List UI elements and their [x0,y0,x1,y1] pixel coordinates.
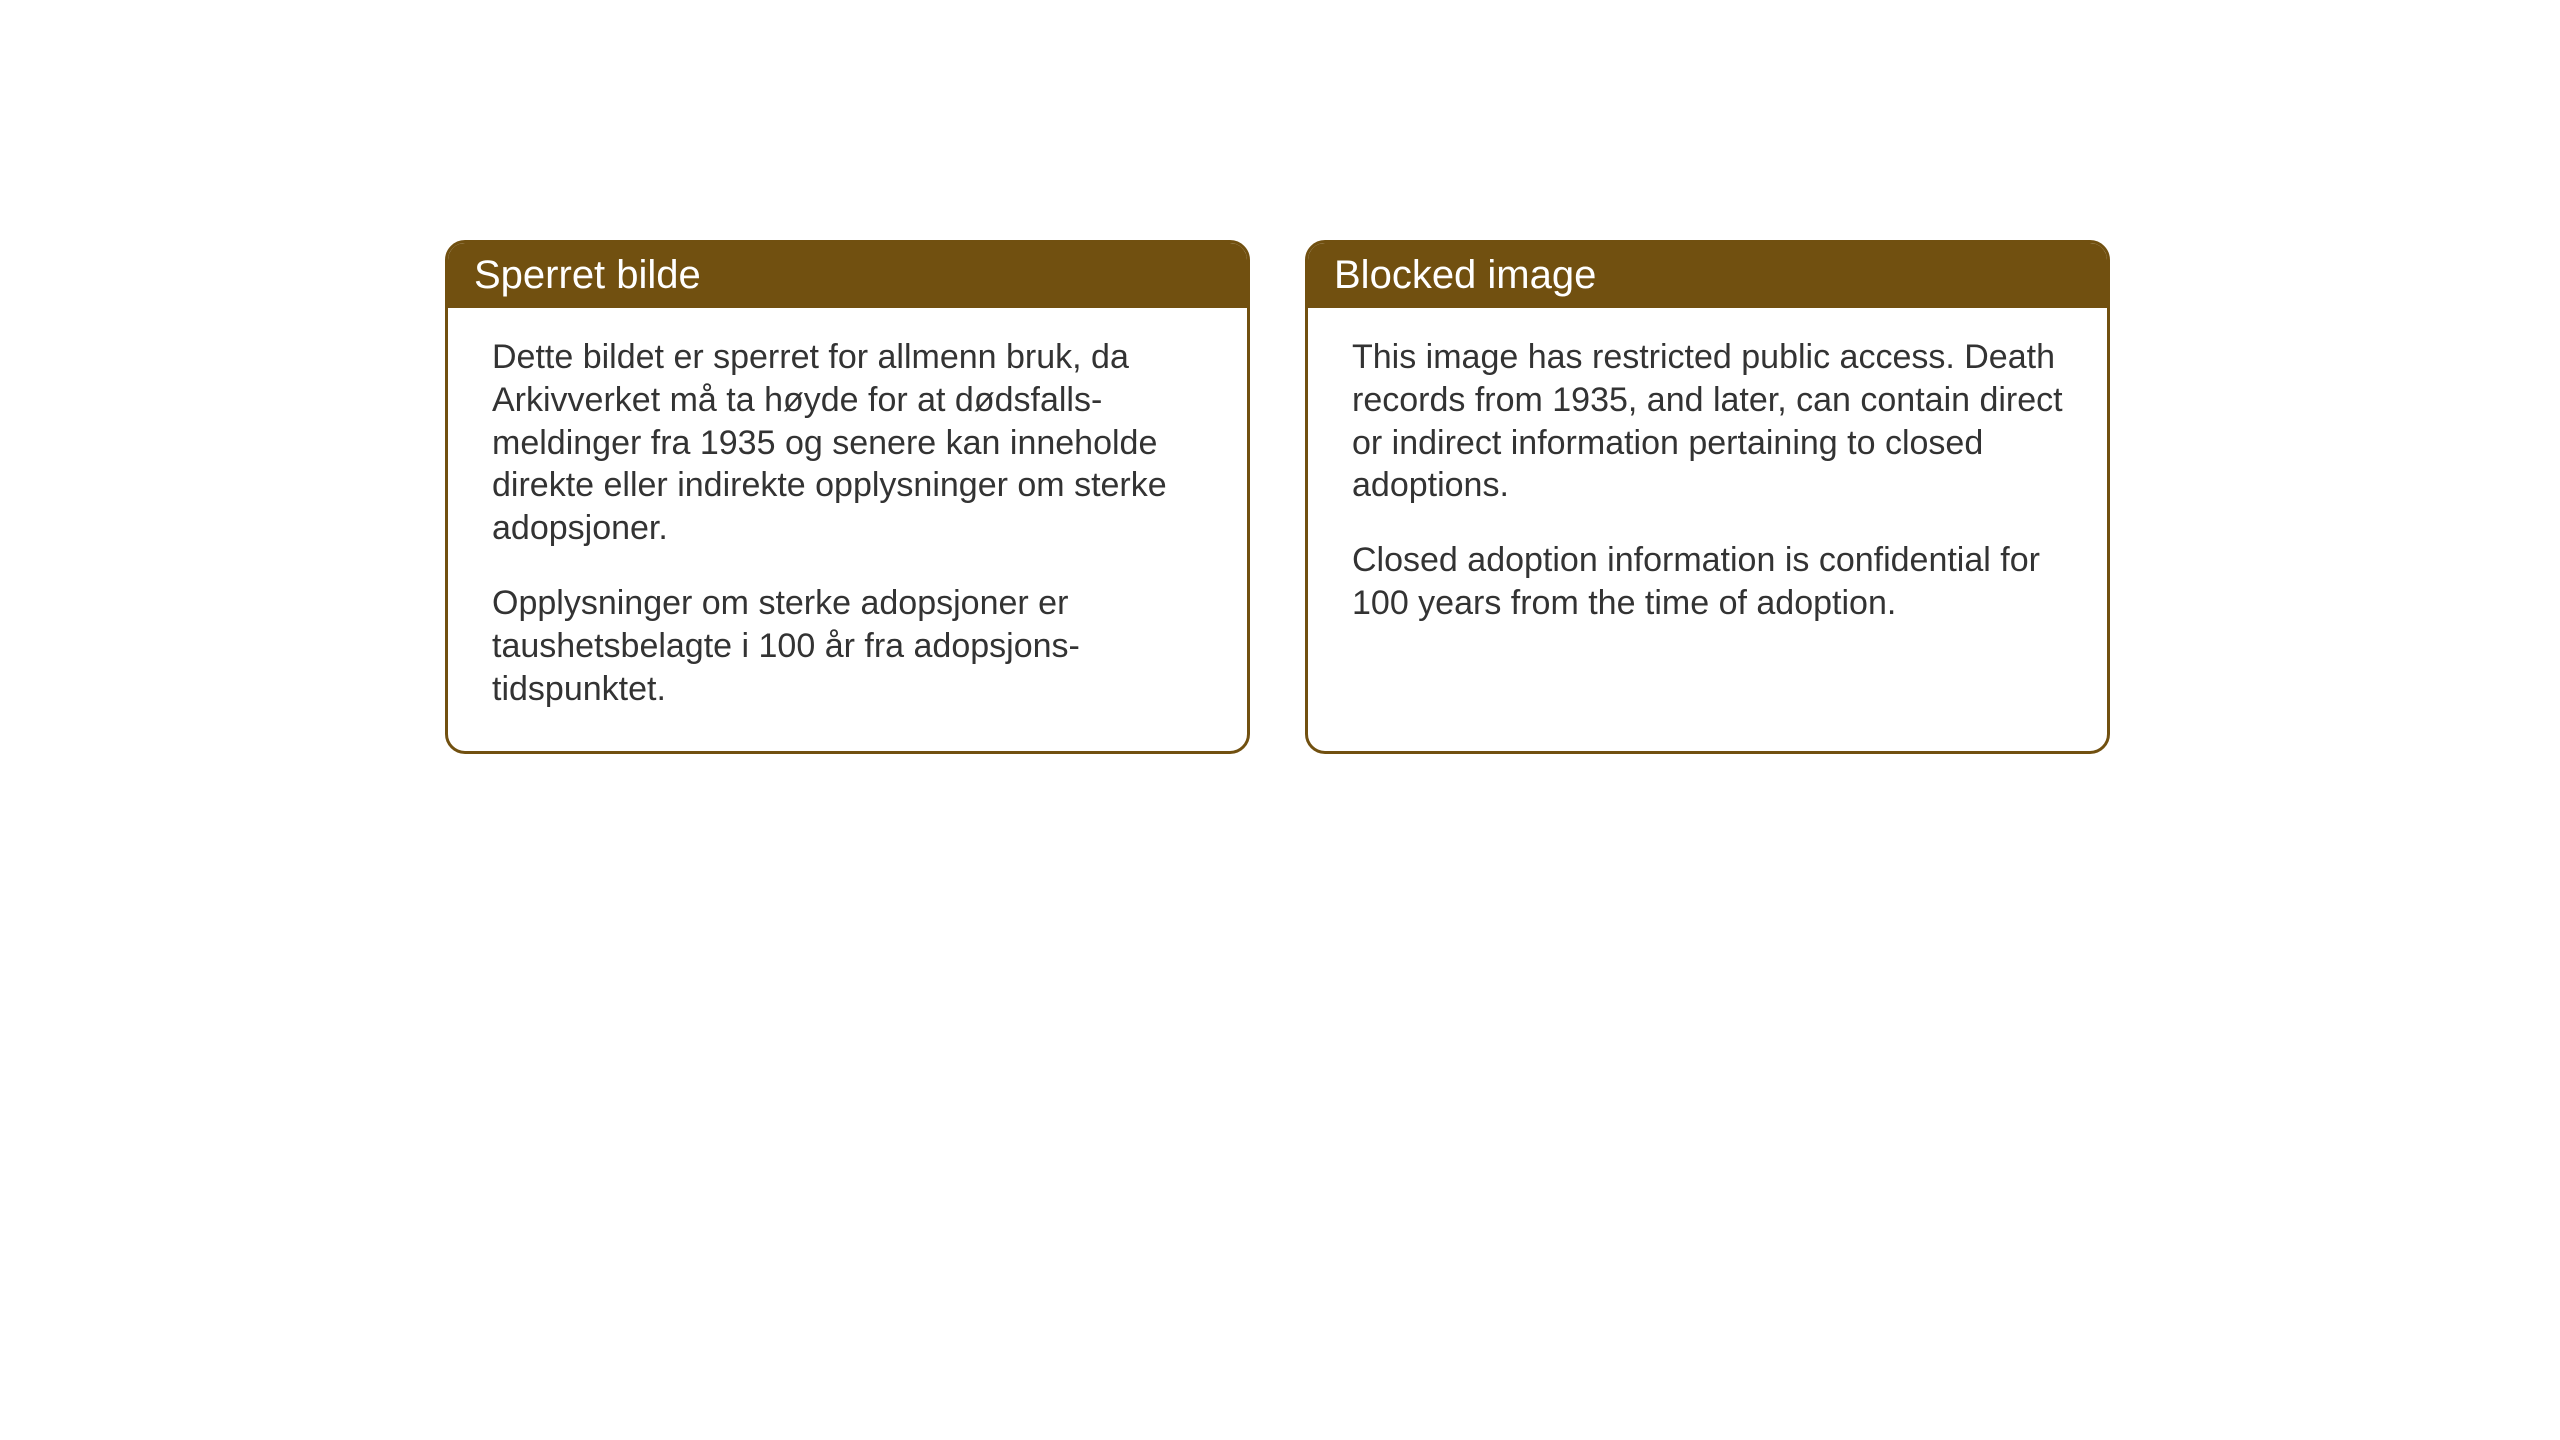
panel-header-norwegian: Sperret bilde [448,243,1247,308]
paragraph-2-english: Closed adoption information is confident… [1352,539,2063,625]
panels-container: Sperret bilde Dette bildet er sperret fo… [445,240,2110,754]
panel-title-english: Blocked image [1334,253,1596,297]
panel-norwegian: Sperret bilde Dette bildet er sperret fo… [445,240,1250,754]
panel-header-english: Blocked image [1308,243,2107,308]
panel-title-norwegian: Sperret bilde [474,253,701,297]
paragraph-1-english: This image has restricted public access.… [1352,336,2063,507]
paragraph-1-norwegian: Dette bildet er sperret for allmenn bruk… [492,336,1203,550]
panel-english: Blocked image This image has restricted … [1305,240,2110,754]
panel-body-norwegian: Dette bildet er sperret for allmenn bruk… [448,308,1247,751]
panel-body-english: This image has restricted public access.… [1308,308,2107,665]
paragraph-2-norwegian: Opplysninger om sterke adopsjoner er tau… [492,582,1203,710]
